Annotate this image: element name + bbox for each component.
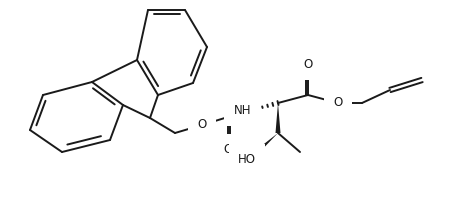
Text: HO: HO xyxy=(238,153,256,166)
Polygon shape xyxy=(256,133,278,154)
Text: O: O xyxy=(197,119,207,131)
Text: O: O xyxy=(223,143,233,156)
Text: O: O xyxy=(333,97,343,109)
Polygon shape xyxy=(275,103,281,133)
Text: O: O xyxy=(303,58,313,71)
Text: NH: NH xyxy=(234,104,251,116)
